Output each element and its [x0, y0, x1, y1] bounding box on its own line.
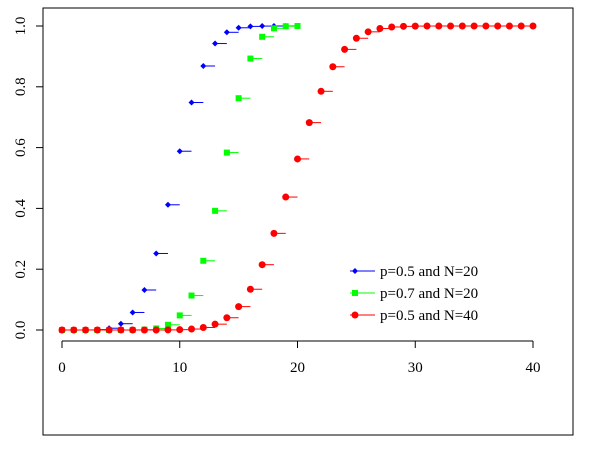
- series-blue: [59, 23, 301, 333]
- legend: p=0.5 and N=20 p=0.7 and N=20 p=0.5 and N=…: [350, 264, 478, 324]
- data-point: [235, 95, 242, 102]
- x-tick-label: 10: [172, 360, 187, 376]
- data-point: [494, 22, 502, 30]
- data-point: [517, 22, 525, 30]
- data-point: [176, 148, 183, 155]
- data-point: [270, 25, 277, 32]
- plot-frame: [42, 7, 574, 436]
- data-point: [376, 25, 384, 33]
- data-point: [223, 29, 230, 36]
- legend-marker: [352, 290, 358, 296]
- data-point: [199, 323, 207, 331]
- data-point: [223, 314, 231, 322]
- data-point: [435, 22, 443, 30]
- data-point: [164, 321, 171, 328]
- data-point: [129, 326, 137, 334]
- data-point: [482, 22, 490, 30]
- data-point: [58, 326, 66, 334]
- data-point: [235, 303, 243, 311]
- data-point: [388, 23, 396, 31]
- data-point: [212, 207, 219, 214]
- data-point: [212, 40, 219, 47]
- data-point: [282, 23, 289, 30]
- data-point: [129, 309, 136, 316]
- data-point: [140, 326, 148, 334]
- series-green: [59, 23, 301, 333]
- data-point: [152, 326, 160, 334]
- y-tick-label: 0.6: [13, 138, 29, 157]
- data-point: [247, 55, 254, 62]
- data-point: [423, 22, 431, 30]
- data-point: [317, 87, 325, 95]
- data-point: [246, 285, 254, 293]
- data-point: [258, 261, 266, 269]
- data-point: [141, 286, 148, 293]
- data-point: [200, 63, 207, 70]
- data-point: [447, 22, 455, 30]
- data-point: [82, 326, 90, 334]
- x-tick-label: 40: [526, 360, 541, 376]
- legend-label: p=0.5 and N=40: [380, 308, 478, 324]
- y-axis: 0.0 0.2 0.4 0.6 0.8 1.0: [13, 17, 44, 340]
- x-tick-label: 30: [408, 360, 423, 376]
- data-point: [211, 320, 219, 328]
- data-point: [270, 229, 278, 237]
- y-tick-label: 0.8: [13, 77, 29, 96]
- data-point: [352, 34, 360, 42]
- legend-label: p=0.7 and N=20: [380, 286, 478, 302]
- data-point: [294, 23, 301, 29]
- data-point: [329, 63, 337, 71]
- data-point: [282, 193, 290, 201]
- data-point: [188, 292, 195, 299]
- data-point: [399, 22, 407, 30]
- data-point: [223, 149, 230, 156]
- data-point: [364, 28, 372, 36]
- data-point: [105, 326, 113, 334]
- data-point: [529, 22, 537, 30]
- data-point: [247, 23, 254, 30]
- data-point: [259, 23, 266, 30]
- data-point: [505, 22, 513, 30]
- data-point: [458, 22, 466, 30]
- legend-label: p=0.5 and N=20: [380, 264, 478, 280]
- legend-marker: [351, 311, 359, 319]
- series-red: [58, 22, 537, 334]
- data-point: [188, 325, 196, 333]
- data-point: [188, 99, 195, 106]
- data-point: [117, 320, 124, 327]
- data-point: [70, 326, 78, 334]
- data-point: [305, 119, 313, 127]
- series-layer: [58, 22, 537, 334]
- data-point: [235, 24, 242, 31]
- data-point: [294, 155, 301, 163]
- y-tick-label: 1.0: [13, 17, 29, 36]
- data-point: [164, 326, 172, 334]
- data-point: [470, 22, 478, 30]
- x-tick-label: 0: [58, 360, 66, 376]
- data-point: [411, 22, 419, 30]
- data-point: [259, 33, 266, 40]
- data-point: [153, 250, 160, 257]
- data-point: [176, 312, 183, 319]
- legend-marker: [352, 268, 358, 274]
- data-point: [176, 326, 184, 334]
- x-tick-label: 20: [290, 360, 305, 376]
- y-tick-label: 0.0: [13, 321, 29, 340]
- data-point: [117, 326, 125, 334]
- y-tick-label: 0.2: [13, 260, 29, 279]
- y-tick-label: 0.4: [13, 199, 29, 218]
- data-point: [164, 201, 171, 208]
- data-point: [93, 326, 101, 334]
- data-point: [200, 257, 207, 264]
- x-axis: 0 10 20 30 40: [58, 340, 541, 376]
- data-point: [341, 45, 349, 53]
